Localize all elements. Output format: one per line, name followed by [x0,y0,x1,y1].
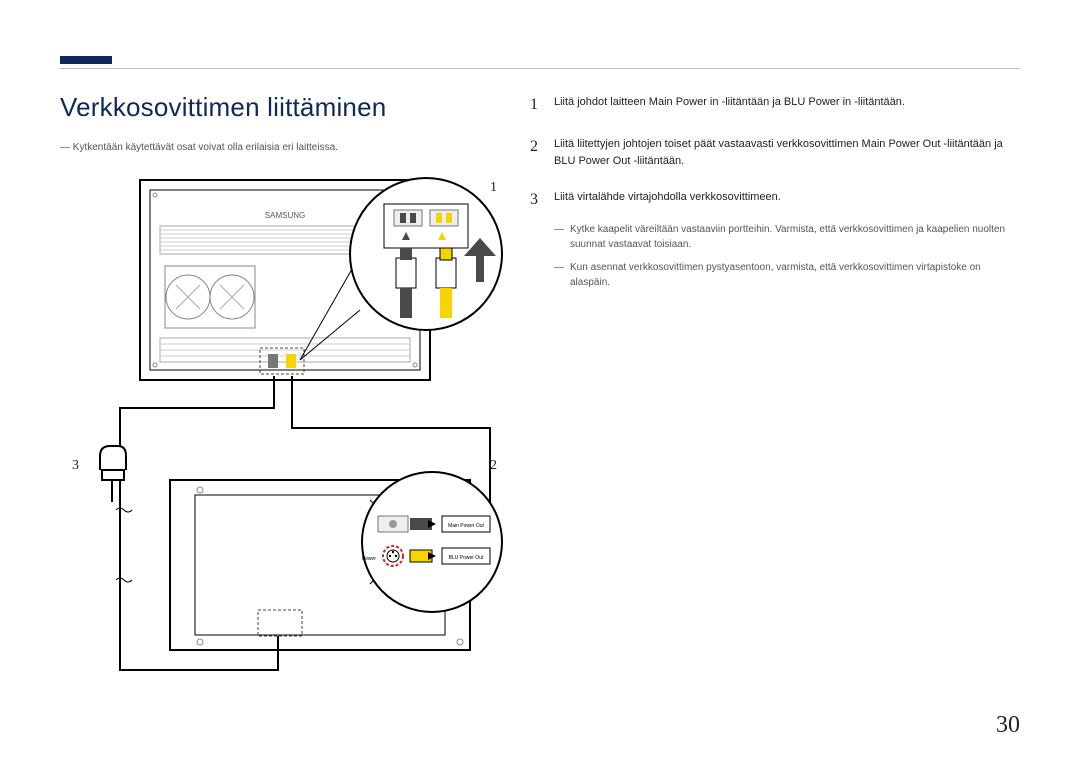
connection-diagram: SAMSUNG [60,170,520,690]
note-dash: ― [554,260,570,290]
step-text: Liitä liitettyjen johtojen toiset päät v… [554,134,1020,171]
step-row: 1 Liitä johdot laitteen Main Power in -l… [530,92,1020,118]
note-dash: ― [554,222,570,252]
svg-text:Main Power Out: Main Power Out [448,523,484,529]
step-text: Liitä virtalähde virtajohdolla verkkosov… [554,187,1020,213]
header-rule [60,68,1020,69]
step-number: 3 [530,187,554,213]
note-dash: ― [60,142,70,153]
note-text: Kytkentään käytettävät osat voivat olla … [73,142,338,153]
page-number: 30 [996,712,1020,739]
note-text: Kytke kaapelit väreiltään vastaaviin por… [570,222,1020,252]
svg-text:BLU Power Out: BLU Power Out [449,555,484,561]
step-row: 3 Liitä virtalähde virtajohdolla verkkos… [530,187,1020,213]
step-row: 2 Liitä liitettyjen johtojen toiset päät… [530,134,1020,171]
step-notes: ― Kytke kaapelit väreiltään vastaaviin p… [554,222,1020,290]
note-row: ― Kun asennat verkkosovittimen pystyasen… [554,260,1020,290]
power-plug [100,446,126,502]
step-text: Liitä johdot laitteen Main Power in -lii… [554,92,1020,118]
svg-text:SAMSUNG: SAMSUNG [265,211,305,220]
step-number: 1 [530,92,554,118]
svg-text:Power: Power [362,556,377,562]
note-text: Kun asennat verkkosovittimen pystyasento… [570,260,1020,290]
page: Verkkosovittimen liittäminen ― Kytkentää… [0,0,1080,763]
note-row: ― Kytke kaapelit väreiltään vastaaviin p… [554,222,1020,252]
title-note: ― Kytkentään käytettävät osat voivat oll… [60,142,338,153]
inset-2: Main Power Out Power BLU Power Out [362,472,502,612]
steps-list: 1 Liitä johdot laitteen Main Power in -l… [530,92,1020,298]
page-title: Verkkosovittimen liittäminen [60,92,386,123]
step-number: 2 [530,134,554,171]
header-accent-bar [60,56,112,64]
